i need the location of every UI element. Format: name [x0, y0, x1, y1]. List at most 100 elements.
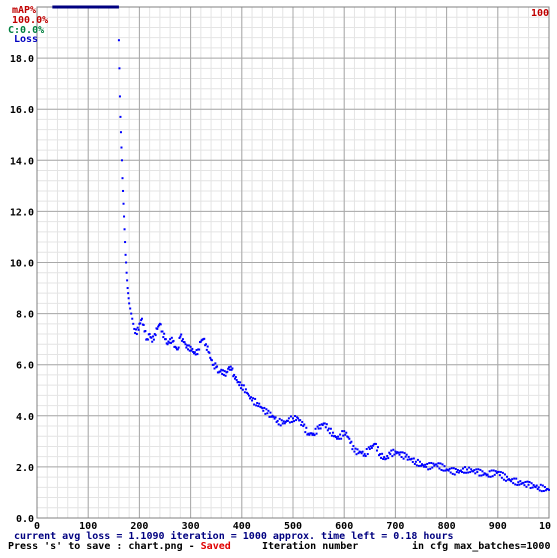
loss-point: [186, 344, 189, 347]
loss-point: [156, 327, 159, 330]
loss-point: [123, 215, 126, 218]
loss-point: [374, 442, 377, 445]
loss-point: [516, 483, 519, 486]
loss-point: [508, 478, 511, 481]
loss-point: [122, 202, 125, 205]
loss-point: [529, 487, 532, 490]
map-title: mAP%: [12, 5, 36, 16]
loss-point: [275, 421, 278, 424]
loss-point: [120, 159, 123, 162]
loss-point: [519, 480, 522, 483]
loss-point: [315, 432, 318, 435]
loss-point: [243, 391, 246, 394]
loss-point: [456, 469, 459, 472]
loss-point: [140, 317, 143, 320]
loss-point: [402, 457, 405, 460]
loss-point: [409, 458, 412, 461]
loss-point: [379, 453, 382, 456]
loss-point: [386, 454, 389, 457]
loss-point: [398, 453, 401, 456]
loss-point: [231, 367, 234, 370]
loss-point: [306, 433, 309, 436]
loss-point: [329, 427, 332, 430]
loss-point: [348, 437, 351, 440]
loss-point: [412, 457, 415, 460]
x-tick-label: 900: [489, 521, 507, 532]
loss-point: [226, 370, 229, 373]
loss-point: [166, 343, 169, 346]
loss-point: [440, 468, 443, 471]
loss-point: [237, 380, 240, 383]
loss-point: [400, 456, 403, 459]
y-tick-label: 16.0: [10, 105, 34, 116]
loss-point: [212, 363, 215, 366]
loss-point: [267, 409, 270, 412]
loss-point: [343, 430, 346, 433]
loss-point: [411, 460, 414, 463]
loss-point: [436, 465, 439, 468]
loss-point: [442, 469, 445, 472]
loss-point: [380, 456, 383, 459]
loss-point: [430, 461, 433, 464]
loss-point: [355, 453, 358, 456]
x-tick-label: 500: [284, 521, 302, 532]
loss-point: [546, 488, 549, 491]
loss-point: [177, 346, 180, 349]
loss-point: [509, 479, 512, 482]
loss-point: [318, 424, 321, 427]
loss-point: [347, 436, 350, 439]
loss-point: [319, 427, 322, 430]
loss-point: [259, 405, 262, 408]
loss-point: [283, 422, 286, 425]
loss-point: [213, 367, 216, 370]
loss-point: [322, 422, 325, 425]
loss-point: [279, 424, 282, 427]
loss-point: [125, 271, 128, 274]
loss-point: [119, 115, 122, 118]
loss-point: [399, 451, 402, 454]
loss-point: [356, 448, 359, 451]
loss-point: [222, 373, 225, 376]
loss-point: [282, 420, 285, 423]
loss-point: [244, 388, 247, 391]
loss-point: [404, 455, 407, 458]
loss-point: [359, 451, 362, 454]
loss-point: [250, 396, 253, 399]
loss-point: [415, 464, 418, 467]
loss-point: [406, 458, 409, 461]
loss-point: [337, 435, 340, 438]
loss-point: [261, 407, 264, 410]
loss-point: [117, 39, 120, 42]
y-tick-label: 18.0: [10, 54, 34, 65]
loss-point: [140, 319, 143, 322]
loss-point: [335, 436, 338, 439]
loss-point: [540, 490, 543, 493]
loss-point: [144, 329, 147, 332]
loss-point: [346, 435, 349, 438]
loss-point: [388, 451, 391, 454]
loss-point: [294, 415, 297, 418]
loss-point: [316, 425, 319, 428]
loss-point: [522, 481, 525, 484]
c-label: C:0.0%: [8, 25, 44, 36]
loss-point: [353, 450, 356, 453]
loss-point: [532, 484, 535, 487]
loss-point: [523, 484, 526, 487]
loss-point: [417, 464, 420, 467]
loss-point: [383, 456, 386, 459]
loss-point: [314, 427, 317, 430]
loss-point: [350, 440, 353, 443]
loss-point: [445, 468, 448, 471]
x-axis-label: Iteration number: [262, 540, 358, 552]
loss-point: [358, 450, 361, 453]
loss-point: [150, 336, 153, 339]
loss-point: [361, 450, 364, 453]
loss-point: [170, 336, 173, 339]
loss-point: [390, 449, 393, 452]
loss-point: [272, 415, 275, 418]
loss-point: [352, 445, 355, 448]
loss-point: [382, 457, 385, 460]
loss-point: [362, 454, 365, 457]
loss-point: [336, 437, 339, 440]
